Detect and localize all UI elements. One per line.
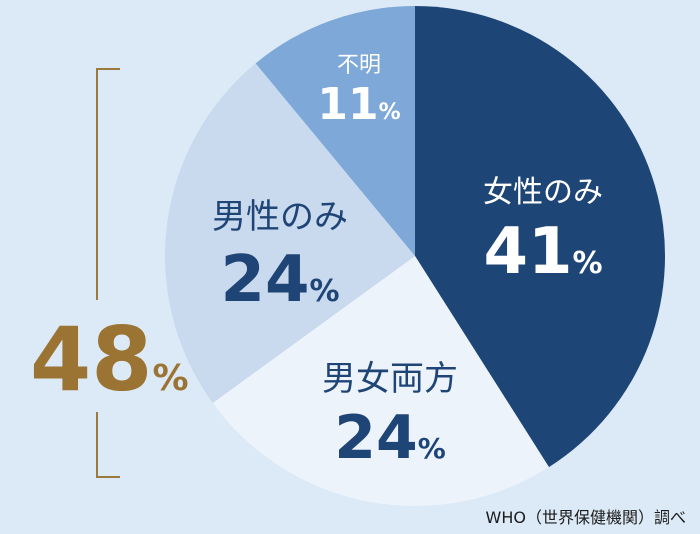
slice-label-both: 男女両方 24%: [300, 362, 480, 468]
slice-name-unknown: 不明: [336, 53, 381, 78]
slice-name-female-only: 女性のみ: [483, 175, 603, 210]
pie-slice-both: [212, 256, 549, 507]
bracket-total-value: 48: [30, 308, 153, 411]
slice-percent-sign-male-only: %: [309, 274, 340, 309]
slice-percent-sign-unknown: %: [378, 100, 401, 125]
slice-value-female-only: 41: [483, 215, 573, 289]
bracket-lower-line: [96, 412, 98, 478]
source-note: WHO（世界保健機関）調べ: [485, 508, 686, 527]
pie-slice-male-only: [165, 63, 415, 403]
slice-label-unknown: 不明 11%: [300, 55, 418, 127]
pie-slice-female-only: [415, 6, 666, 468]
slice-label-female-only: 女性のみ 41%: [468, 175, 618, 285]
bracket-bottom-tick: [96, 476, 120, 478]
bracket-total-label: 48%: [30, 316, 189, 404]
slice-value-unknown: 11: [317, 79, 379, 130]
slice-value-male-only: 24: [220, 243, 310, 317]
slice-percent-sign-both: %: [417, 432, 446, 465]
bracket-upper-line: [96, 68, 98, 300]
slice-value-both: 24: [334, 403, 418, 473]
total-bracket: [96, 68, 120, 478]
pie-slice-unknown: [255, 6, 415, 256]
bracket-top-tick: [96, 68, 120, 70]
slice-name-male-only: 男性のみ: [212, 197, 348, 237]
slice-percent-sign-female-only: %: [572, 246, 603, 281]
slice-label-male-only: 男性のみ 24%: [190, 200, 370, 312]
bracket-total-percent-sign: %: [152, 358, 189, 399]
slice-name-both: 男女両方: [322, 359, 458, 399]
